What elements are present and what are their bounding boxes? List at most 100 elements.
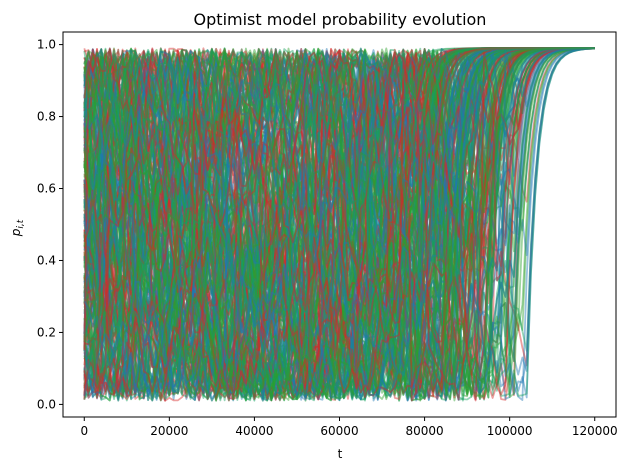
series-line: [83, 47, 595, 400]
series-line: [83, 47, 595, 402]
x-tick-label: 60000: [320, 424, 358, 438]
series-line: [83, 47, 595, 244]
series-line: [83, 47, 595, 334]
series-line: [83, 47, 595, 399]
x-tick-label: 100000: [487, 424, 533, 438]
series-line: [83, 47, 595, 401]
series-line: [83, 47, 595, 373]
series-line: [83, 47, 595, 399]
series-line: [83, 47, 595, 387]
series-line: [83, 47, 595, 383]
series-line: [83, 47, 595, 391]
series-line: [83, 47, 595, 401]
series-line: [83, 47, 595, 401]
series-line: [83, 47, 595, 402]
series-line: [83, 47, 595, 402]
series-line: [83, 47, 595, 397]
series-line: [83, 47, 595, 395]
series-line: [83, 47, 595, 401]
series-line: [83, 47, 595, 401]
series-line: [83, 47, 595, 402]
series-line: [83, 47, 595, 401]
series-line: [83, 47, 595, 400]
series-line: [83, 47, 595, 289]
series-line: [83, 47, 595, 400]
series-line: [83, 47, 595, 394]
series-line: [83, 47, 595, 399]
series-line: [83, 47, 595, 402]
series-line: [83, 47, 595, 401]
series-line: [83, 47, 595, 399]
series-line: [83, 47, 595, 402]
series-line: [83, 47, 595, 398]
series-line: [83, 47, 595, 400]
series-line: [83, 47, 595, 332]
series-line: [83, 47, 595, 305]
series-line: [83, 47, 595, 402]
series-line: [83, 47, 595, 402]
series-line: [83, 47, 595, 399]
series-line: [83, 47, 595, 397]
series-line: [83, 47, 595, 334]
series-line: [83, 47, 595, 367]
series-line: [83, 47, 595, 399]
x-tick-label: 0: [80, 424, 88, 438]
series-line: [84, 47, 595, 388]
series-line: [83, 47, 595, 399]
series-line: [84, 47, 595, 400]
series-line: [83, 47, 595, 396]
series-line: [83, 47, 595, 371]
series-line: [84, 47, 595, 397]
series-line: [83, 47, 595, 402]
series-line: [83, 47, 595, 401]
series-line: [83, 47, 595, 393]
series-line: [83, 47, 595, 398]
series-line: [83, 47, 595, 399]
y-axis-ticks: 0.0 0.2 0.4 0.6 0.8 1.0: [37, 38, 63, 411]
series-line: [83, 47, 595, 396]
series-line: [83, 47, 595, 401]
series-line: [83, 47, 595, 396]
series-line: [83, 47, 595, 394]
series-line: [83, 47, 595, 396]
series-line: [83, 47, 595, 401]
series-line: [83, 47, 595, 401]
series-line: [83, 47, 595, 401]
series-line: [83, 47, 595, 402]
series-line: [83, 47, 595, 366]
series-line: [83, 47, 595, 396]
series-line: [83, 47, 595, 396]
series-line: [83, 47, 595, 401]
series-line: [83, 47, 595, 402]
series-line: [83, 47, 595, 397]
series-line: [83, 47, 595, 312]
series-line: [83, 47, 595, 397]
series-line: [83, 47, 595, 383]
series-line: [83, 47, 595, 399]
series-line: [83, 47, 595, 402]
series-line: [83, 47, 595, 397]
series-line: [83, 47, 595, 402]
series-line: [83, 47, 595, 402]
series-line: [83, 47, 595, 395]
series-line: [83, 47, 595, 401]
series-line: [83, 47, 595, 334]
series-line: [83, 47, 595, 396]
series-line: [83, 47, 595, 399]
series-line: [83, 47, 595, 402]
series-line: [83, 47, 595, 371]
series-line: [83, 47, 595, 271]
x-tick-label: 80000: [405, 424, 443, 438]
series-line: [83, 47, 595, 396]
series-line: [83, 47, 595, 394]
series-line: [83, 47, 595, 339]
series-line: [83, 47, 595, 396]
series-line: [83, 47, 595, 305]
series-line: [83, 47, 595, 396]
series-line: [83, 47, 595, 398]
series-line: [83, 47, 595, 402]
series-line: [83, 47, 595, 398]
series-line: [83, 47, 595, 400]
series-line: [83, 47, 595, 402]
series-line: [83, 47, 595, 401]
